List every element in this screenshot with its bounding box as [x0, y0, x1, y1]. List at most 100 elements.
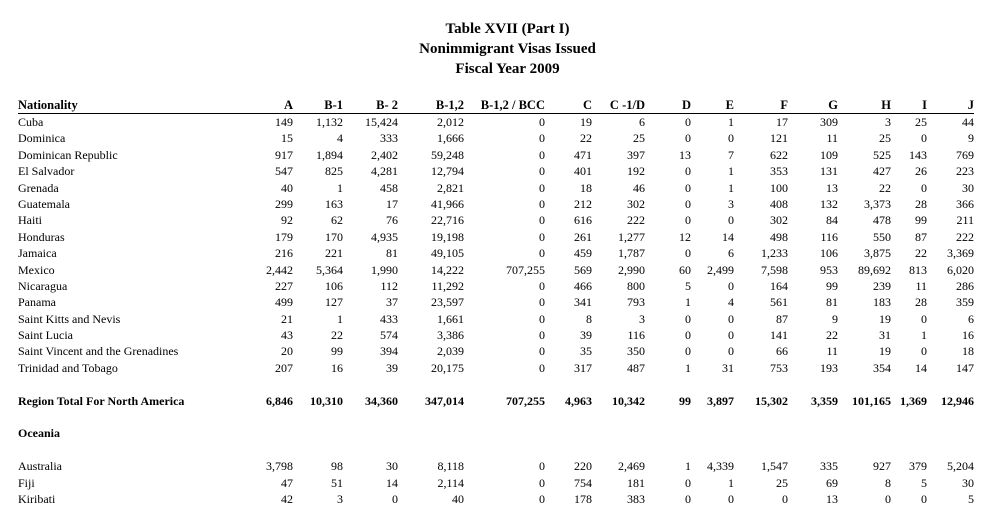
value-cell — [691, 425, 734, 441]
value-cell: 30 — [386, 459, 398, 474]
value-cell: 5 — [921, 475, 927, 490]
value-cell: 39 — [386, 360, 398, 375]
value-cell: 2,499 — [707, 262, 734, 277]
value-cell: 0 — [685, 180, 691, 195]
nationality-cell: Saint Kitts and Nevis — [18, 311, 121, 326]
value-cell: 0 — [539, 180, 545, 195]
value-cell: 9 — [832, 311, 838, 326]
value-cell: 0 — [539, 229, 545, 244]
value-cell: 9 — [968, 131, 974, 146]
value-cell: 223 — [956, 164, 974, 179]
value-cell: 1,369 — [900, 393, 927, 408]
value-cell: 0 — [685, 328, 691, 343]
value-cell: 1 — [337, 311, 343, 326]
table-body: Cuba 149 1,132 15,424 2,012 0 19 6 0 1 17 309 3 25 44 D… — [18, 114, 974, 508]
nationality-cell: Australia — [18, 459, 62, 474]
value-cell — [343, 425, 398, 441]
table-row: Saint Vincent and the Grenadines 20 99 394 2… — [18, 343, 974, 359]
column-header: I — [922, 98, 927, 112]
value-cell: 25 — [776, 475, 788, 490]
value-cell: 51 — [331, 475, 343, 490]
value-cell: 7,598 — [761, 262, 788, 277]
value-cell: 6 — [639, 115, 645, 129]
value-cell: 17 — [776, 115, 788, 129]
value-cell: 132 — [820, 196, 838, 211]
value-cell: 0 — [728, 344, 734, 359]
value-cell: 212 — [574, 196, 592, 211]
value-cell: 66 — [776, 344, 788, 359]
value-cell: 299 — [275, 196, 293, 211]
value-cell — [223, 425, 293, 441]
value-cell: 35 — [580, 344, 592, 359]
value-cell: 100 — [770, 180, 788, 195]
value-cell: 4,339 — [707, 459, 734, 474]
value-cell: 0 — [685, 246, 691, 261]
table-row: Saint Kitts and Nevis 21 1 433 1,661 0 8 3 0 0 87 9… — [18, 311, 974, 327]
value-cell: 17 — [386, 196, 398, 211]
title-line-2: Nonimmigrant Visas Issued — [419, 41, 596, 57]
value-cell: 183 — [873, 295, 891, 310]
value-cell — [293, 425, 343, 441]
spacer-row — [18, 409, 974, 425]
value-cell: 149 — [275, 115, 293, 129]
value-cell: 141 — [770, 328, 788, 343]
value-cell: 28 — [915, 295, 927, 310]
column-header: F — [780, 98, 788, 112]
value-cell: 22 — [331, 328, 343, 343]
table-row: Guatemala 299 163 17 41,966 0 212 302 0 3 408 132 3,… — [18, 196, 974, 212]
value-cell: 525 — [873, 147, 891, 162]
value-cell: 47 — [281, 475, 293, 490]
value-cell: 5 — [968, 491, 974, 506]
table-row: Saint Lucia 43 22 574 3,386 0 39 116 0 0 141 22 31 1 1… — [18, 327, 974, 343]
value-cell: 0 — [685, 475, 691, 490]
value-cell: 2,039 — [437, 344, 464, 359]
value-cell: 12 — [679, 229, 691, 244]
value-cell: 99 — [679, 393, 691, 408]
value-cell: 0 — [921, 344, 927, 359]
value-cell: 616 — [574, 213, 592, 228]
nationality-cell: Nicaragua — [18, 278, 68, 293]
value-cell: 221 — [325, 246, 343, 261]
value-cell: 26 — [915, 164, 927, 179]
value-cell: 7 — [728, 147, 734, 162]
nationality-cell: Guatemala — [18, 196, 70, 211]
value-cell: 106 — [820, 246, 838, 261]
value-cell: 261 — [574, 229, 592, 244]
value-cell: 13 — [679, 147, 691, 162]
table-row: Nicaragua 227 106 112 11,292 0 466 800 5 0 164 99 23… — [18, 278, 974, 294]
table-header: Nationality A B-1 B- 2 B-1,2 B-1,2 / BCC C C -1… — [18, 96, 974, 114]
value-cell: 1 — [685, 295, 691, 310]
value-cell: 0 — [539, 360, 545, 375]
value-cell: 22 — [915, 246, 927, 261]
value-cell: 99 — [331, 344, 343, 359]
value-cell: 164 — [770, 278, 788, 293]
table-row: Cuba 149 1,132 15,424 2,012 0 19 6 0 1 17 309 3 25 44 — [18, 114, 974, 131]
value-cell: 1 — [685, 459, 691, 474]
value-cell: 478 — [873, 213, 891, 228]
value-cell — [891, 425, 927, 441]
value-cell: 60 — [679, 262, 691, 277]
value-cell: 3,359 — [811, 393, 838, 408]
value-cell: 14 — [915, 360, 927, 375]
value-cell: 239 — [873, 278, 891, 293]
value-cell: 92 — [281, 213, 293, 228]
value-cell: 0 — [685, 213, 691, 228]
value-cell: 15,302 — [755, 393, 788, 408]
value-cell: 14,222 — [431, 262, 464, 277]
value-cell: 3,897 — [707, 393, 734, 408]
value-cell: 19 — [580, 115, 592, 129]
value-cell — [734, 425, 788, 441]
value-cell: 397 — [627, 147, 645, 162]
value-cell: 3,386 — [437, 328, 464, 343]
value-cell: 11 — [915, 278, 927, 293]
table-row: Grenada 40 1 458 2,821 0 18 46 0 1 100 13 22 0 30 — [18, 180, 974, 196]
column-header: B-1,2 — [435, 98, 464, 112]
value-cell: 31 — [722, 360, 734, 375]
value-cell: 84 — [826, 213, 838, 228]
value-cell — [398, 425, 464, 441]
value-cell: 561 — [770, 295, 788, 310]
value-cell: 18 — [962, 344, 974, 359]
value-cell: 0 — [539, 344, 545, 359]
value-cell: 8,118 — [437, 459, 464, 474]
value-cell: 106 — [325, 278, 343, 293]
